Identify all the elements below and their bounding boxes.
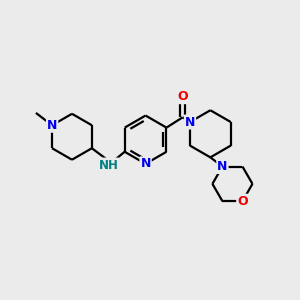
Text: N: N [185,116,195,128]
Text: O: O [177,90,188,103]
Text: N: N [140,157,151,170]
Text: N: N [47,119,57,132]
Text: N: N [217,160,228,173]
Text: O: O [237,195,248,208]
Text: NH: NH [98,158,118,172]
